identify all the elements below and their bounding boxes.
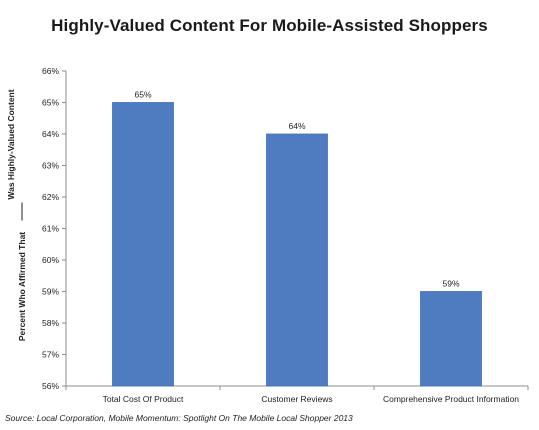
chart-title: Highly-Valued Content For Mobile-Assiste… <box>51 16 488 35</box>
y-axis-label-line2: Was Highly-Valued Content <box>6 89 16 199</box>
y-tick-label: 58% <box>42 318 59 328</box>
data-label: 64% <box>288 121 305 131</box>
bar <box>266 133 328 387</box>
x-category-label: Comprehensive Product Information <box>383 394 519 404</box>
data-label: 59% <box>442 279 459 289</box>
data-label: 65% <box>134 90 151 100</box>
y-tick-label: 62% <box>42 192 59 202</box>
y-tick-label: 61% <box>42 224 59 234</box>
y-tick-label: 65% <box>42 98 59 108</box>
x-category-label: Total Cost Of Product <box>103 394 184 404</box>
y-tick-label: 64% <box>42 129 59 139</box>
y-tick-label: 59% <box>42 287 59 297</box>
x-category-label: Customer Reviews <box>261 394 332 404</box>
y-tick-label: 63% <box>42 161 59 171</box>
bar <box>420 291 482 387</box>
y-tick-label: 60% <box>42 255 59 265</box>
y-axis-label: Percent Who Affirmed That Was Highly-Valu… <box>6 89 27 341</box>
y-axis-label-line1: Percent Who Affirmed That <box>17 232 27 341</box>
y-tick-label: 57% <box>42 350 59 360</box>
bar <box>112 102 174 387</box>
y-tick-label: 56% <box>42 381 59 391</box>
y-tick-label: 66% <box>42 66 59 76</box>
source-note: Source: Local Corporation, Mobile Moment… <box>5 413 353 423</box>
